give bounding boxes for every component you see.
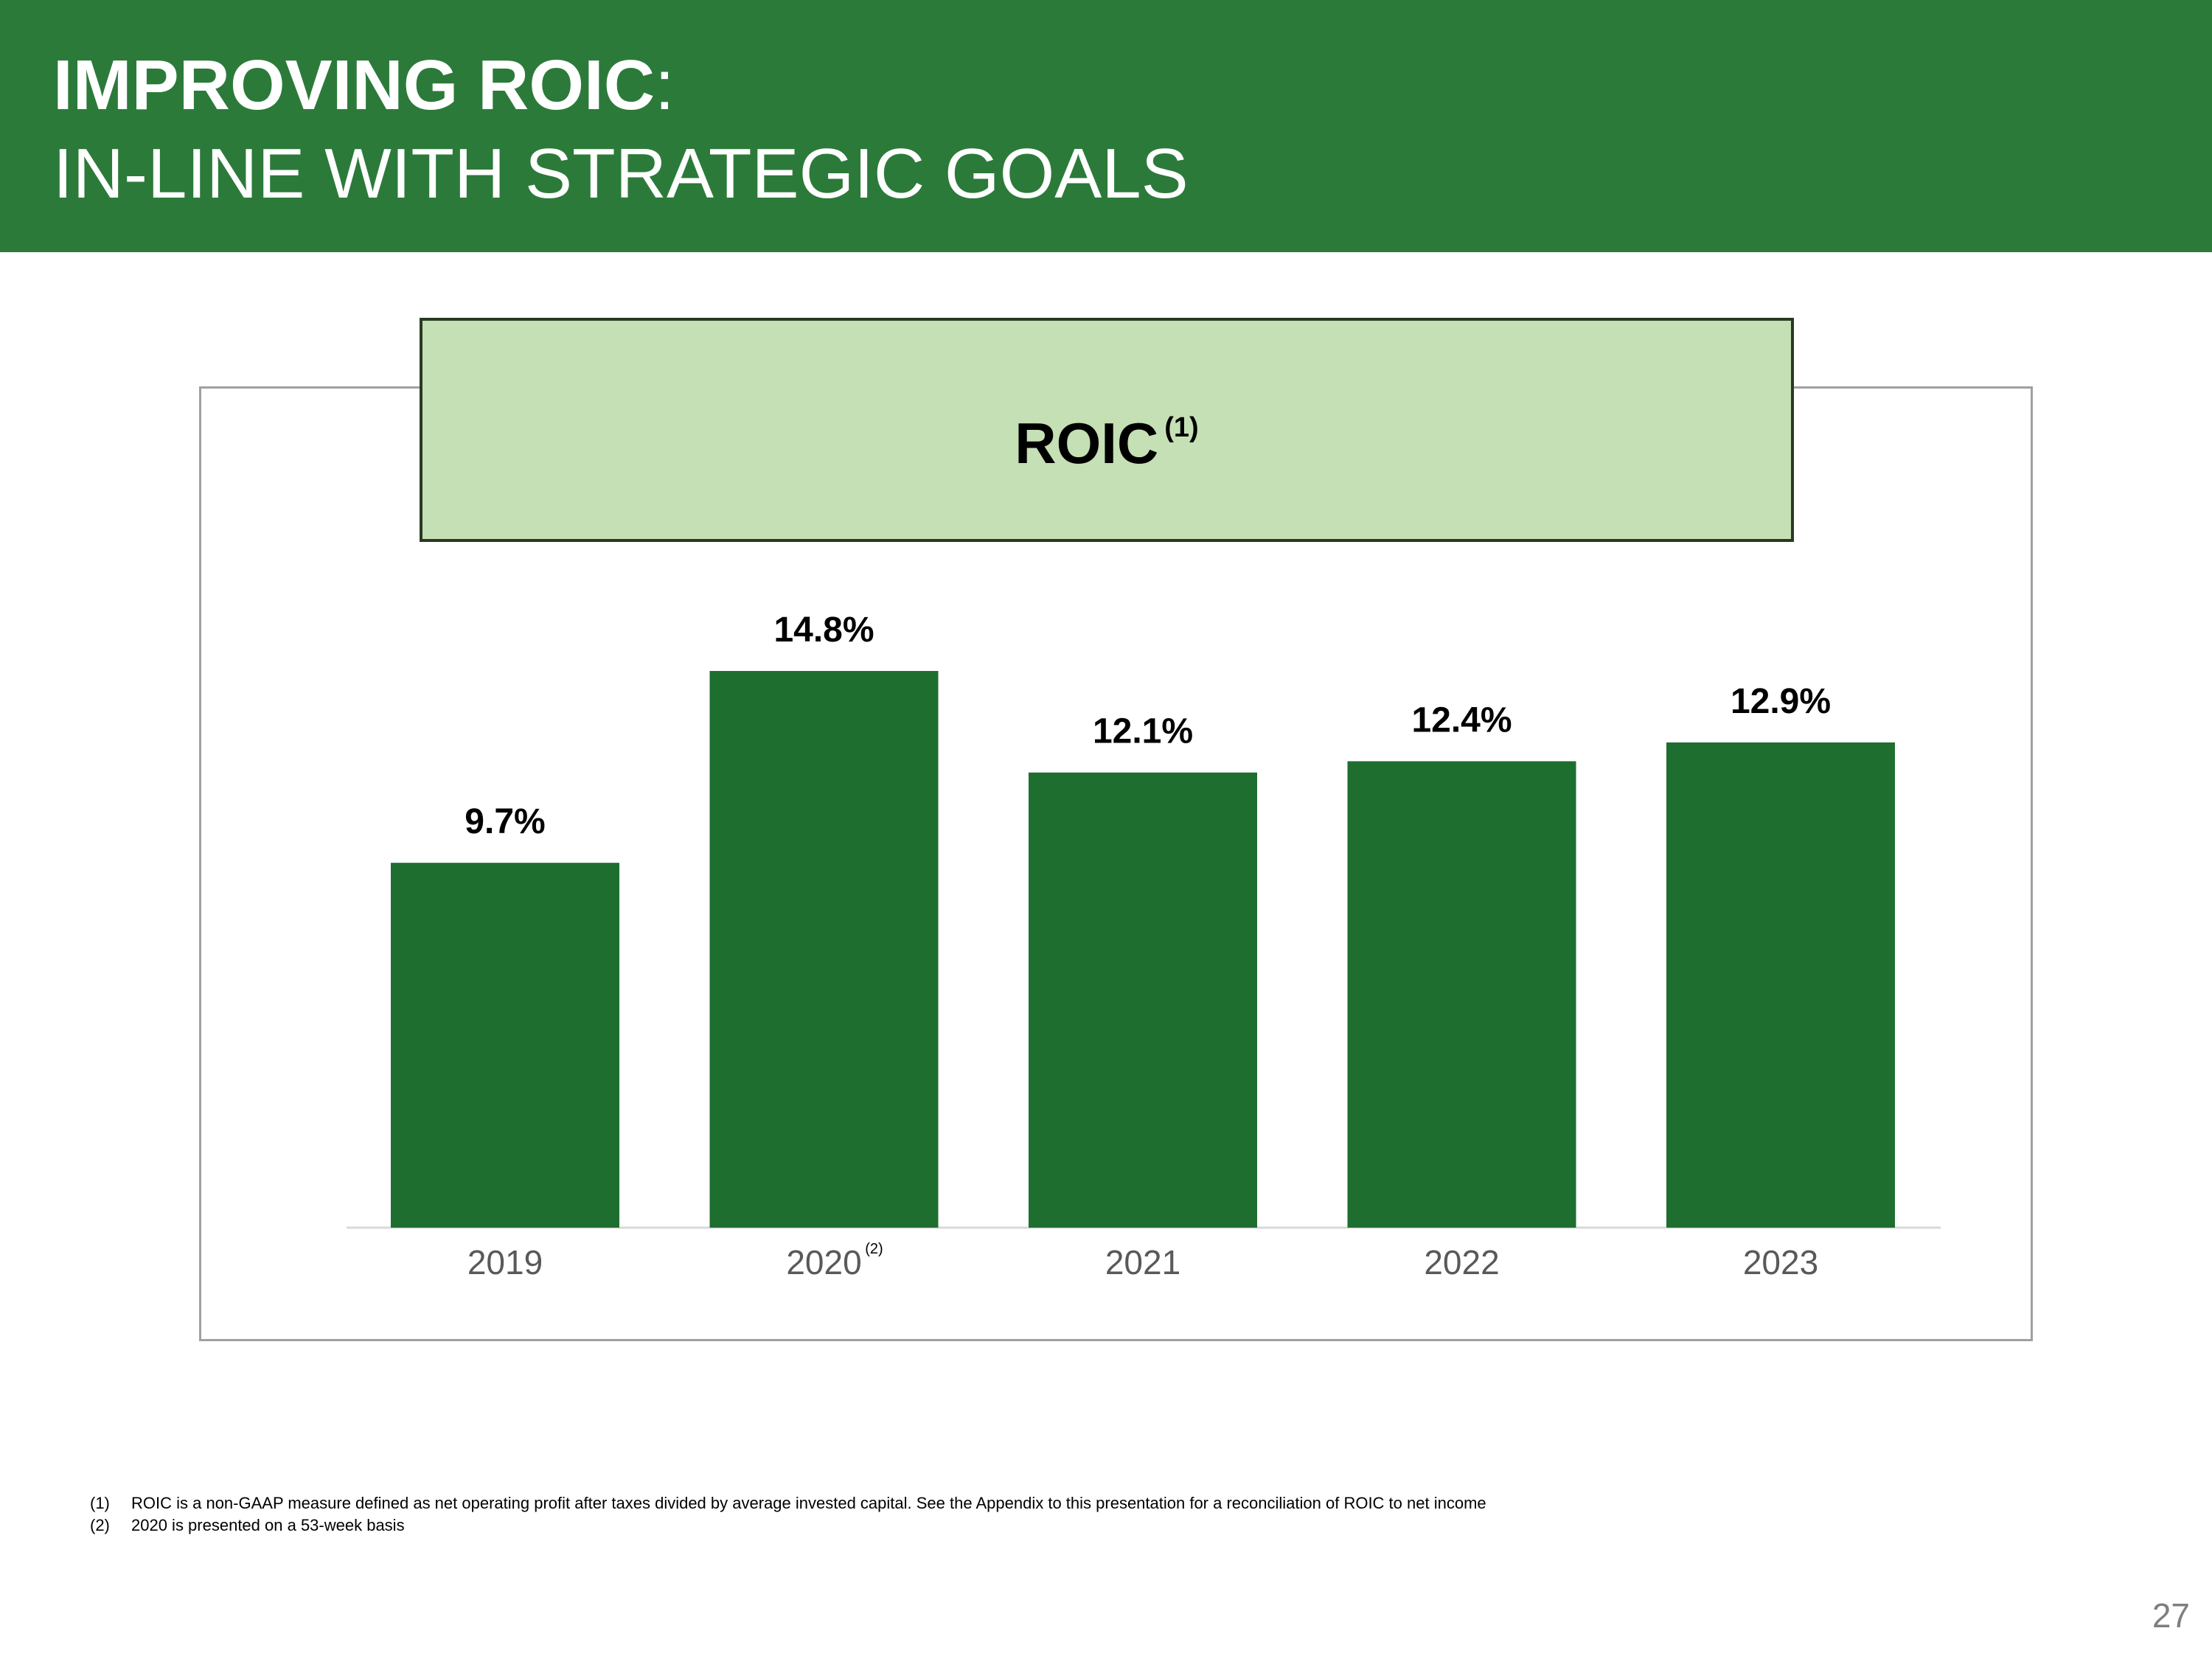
x-tick-label-2022: 2022 xyxy=(1424,1243,1499,1281)
footnote-2: (2) 2020 is presented on a 53-week basis xyxy=(90,1514,1486,1537)
x-tick-label-2023: 2023 xyxy=(1743,1243,1818,1281)
bar-2021 xyxy=(1029,772,1257,1228)
value-label-2021: 12.1% xyxy=(1093,712,1193,751)
x-tick-footnote-ref-2020: (2) xyxy=(865,1241,883,1257)
value-label-2020: 14.8% xyxy=(773,611,874,650)
header-bar: IMPROVING ROIC: IN-LINE WITH STRATEGIC G… xyxy=(0,0,2212,252)
slide-title-line1: IMPROVING ROIC: xyxy=(53,41,675,130)
chart-title-box: ROIC (1) xyxy=(420,318,1794,542)
bar-2022 xyxy=(1347,761,1576,1228)
chart-title-text: ROIC xyxy=(1015,411,1159,476)
footnote-2-number: (2) xyxy=(90,1516,110,1534)
chart-title: ROIC (1) xyxy=(422,394,1791,476)
chart-title-footnote-ref: (1) xyxy=(1164,412,1199,443)
x-tick-labels-group: 2019 2020 (2) 2021 2022 2023 xyxy=(467,1241,1818,1281)
x-tick-label-2021: 2021 xyxy=(1105,1243,1180,1281)
footnote-1-text: ROIC is a non-GAAP measure defined as ne… xyxy=(131,1494,1486,1512)
value-label-2022: 12.4% xyxy=(1411,700,1512,740)
footnote-1: (1) ROIC is a non-GAAP measure defined as… xyxy=(90,1492,1486,1514)
x-tick-label-2019: 2019 xyxy=(467,1243,543,1281)
x-tick-label-2020: 2020 xyxy=(786,1243,861,1281)
page-number: 27 xyxy=(2152,1596,2190,1635)
footnote-1-number: (1) xyxy=(90,1494,110,1512)
bars-group xyxy=(391,671,1895,1228)
footnote-2-text: 2020 is presented on a 53-week basis xyxy=(131,1516,405,1534)
value-label-2023: 12.9% xyxy=(1731,682,1831,721)
bar-2023 xyxy=(1666,742,1895,1228)
value-label-2019: 9.7% xyxy=(465,802,545,841)
bar-2019 xyxy=(391,863,619,1228)
slide-title-colon: : xyxy=(655,46,675,125)
footnotes: (1) ROIC is a non-GAAP measure defined as… xyxy=(90,1492,1486,1537)
value-labels-group: 9.7% 14.8% 12.1% 12.4% 12.9% xyxy=(465,611,1831,841)
slide-title-bold: IMPROVING ROIC xyxy=(53,46,655,125)
bar-2020 xyxy=(709,671,939,1228)
slide-title-line2: IN-LINE WITH STRATEGIC GOALS xyxy=(53,134,1189,213)
